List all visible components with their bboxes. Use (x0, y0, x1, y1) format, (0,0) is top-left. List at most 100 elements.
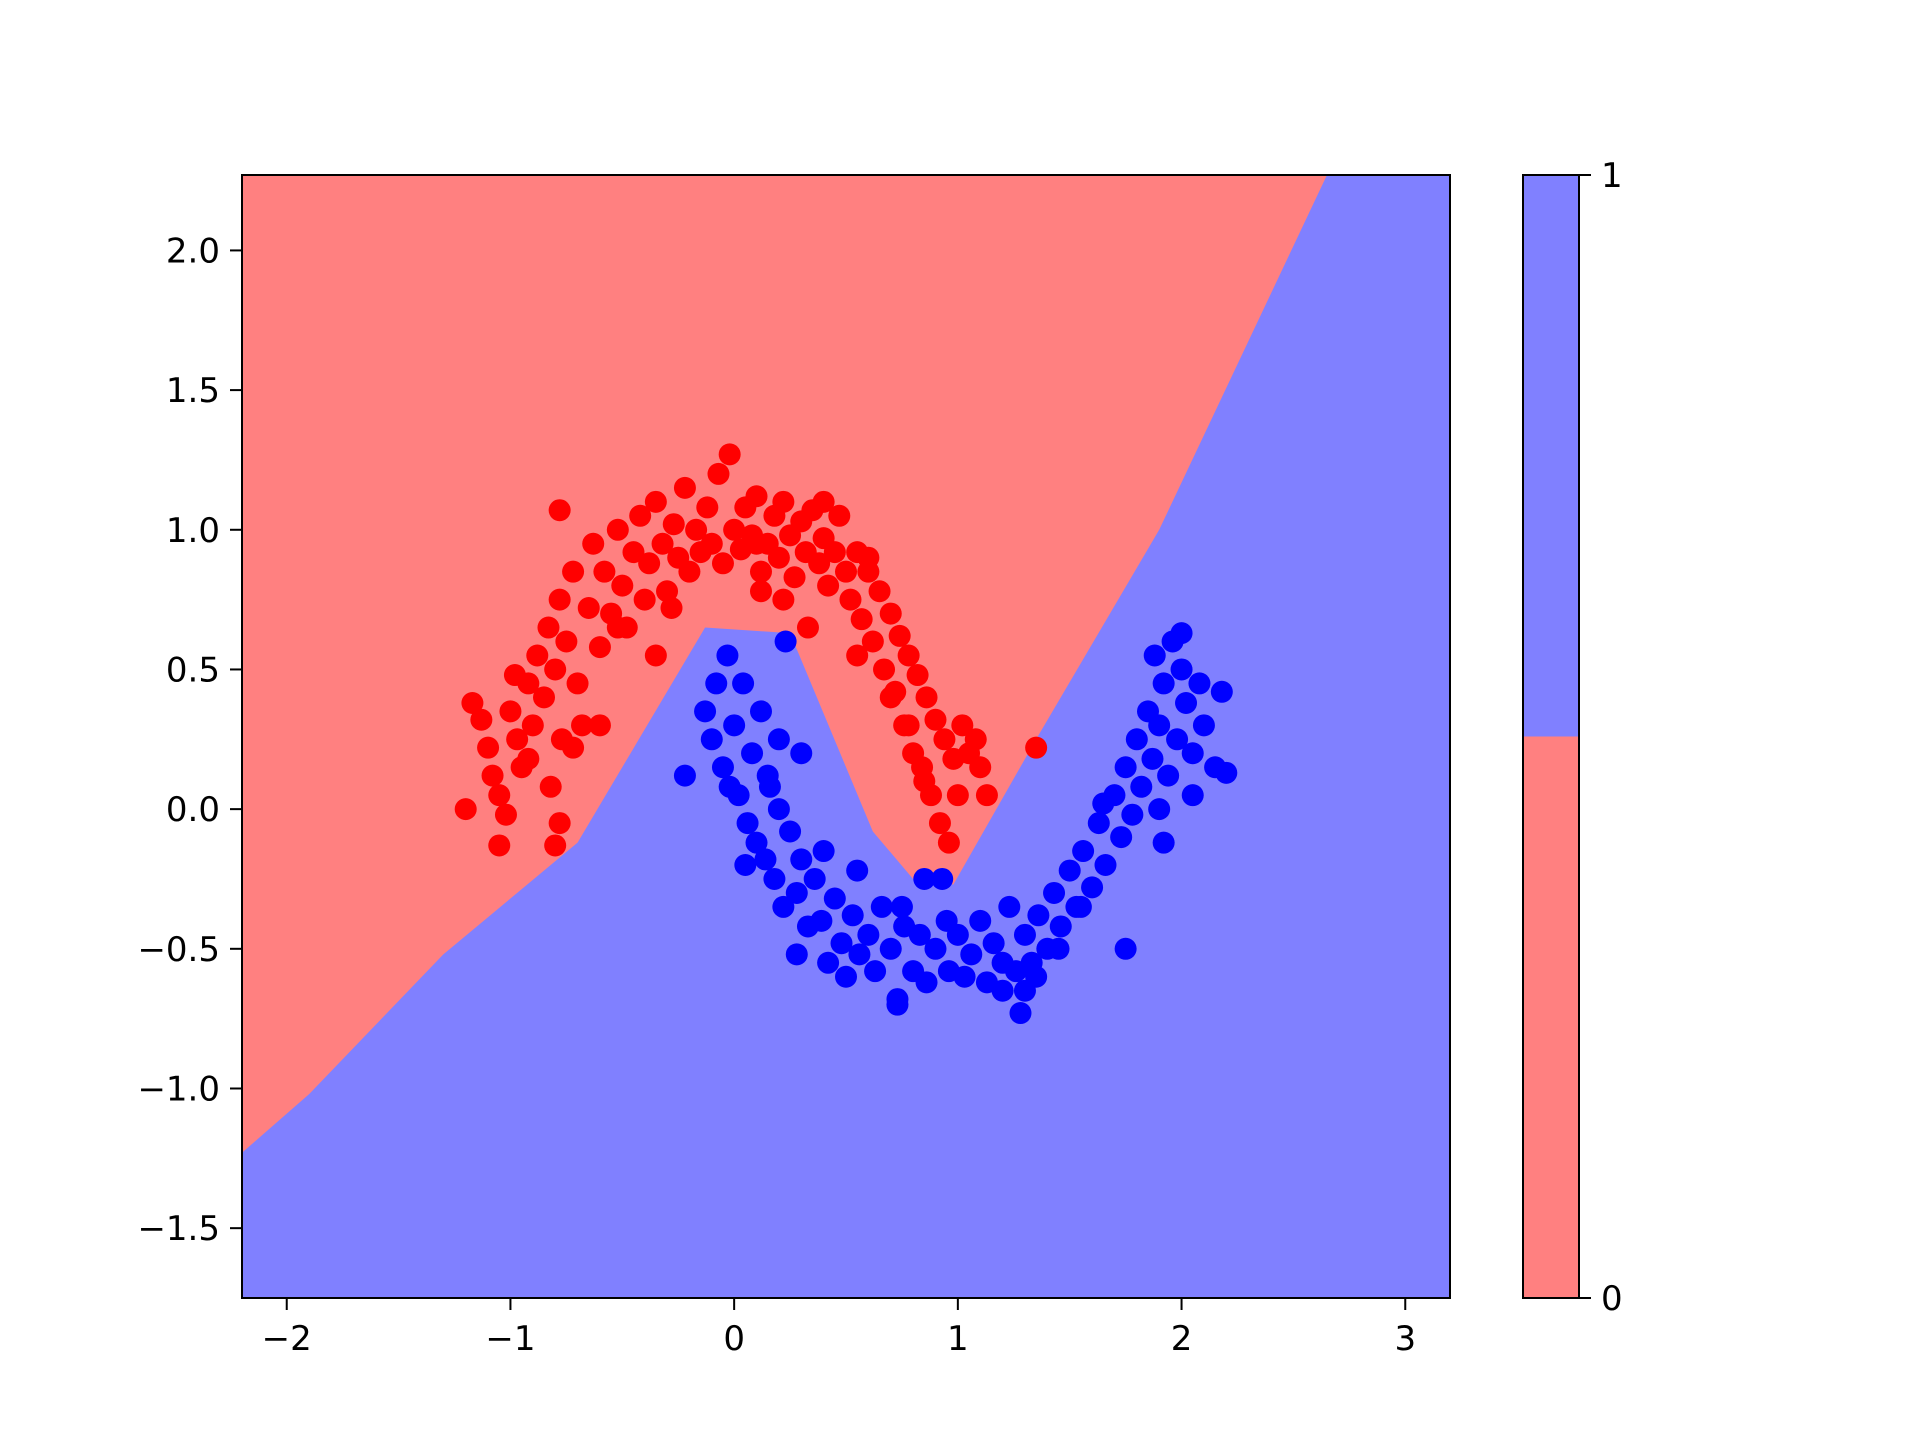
scatter-point-class-0 (906, 664, 929, 687)
scatter-point-class-1 (785, 943, 808, 966)
scatter-point-class-1 (763, 867, 786, 890)
scatter-point-class-1 (886, 993, 909, 1016)
scatter-point-class-0 (711, 552, 734, 575)
scatter-point-class-0 (488, 784, 511, 807)
scatter-point-class-0 (588, 714, 611, 737)
scatter-point-class-1 (741, 742, 764, 765)
scatter-point-class-1 (1181, 784, 1204, 807)
scatter-point-class-1 (1013, 923, 1036, 946)
x-tick-label: −1 (485, 1319, 535, 1359)
scatter-point-class-1 (673, 764, 696, 787)
scatter-point-class-0 (823, 541, 846, 564)
scatter-point-class-0 (503, 664, 526, 687)
scatter-point-class-0 (588, 636, 611, 659)
scatter-point-class-1 (1072, 840, 1095, 863)
scatter-point-class-1 (745, 831, 768, 854)
scatter-point-class-0 (857, 546, 880, 569)
scatter-point-class-1 (835, 965, 857, 988)
scatter-point-class-0 (593, 560, 616, 583)
scatter-point-class-0 (933, 728, 956, 751)
scatter-point-class-0 (897, 714, 920, 737)
scatter-point-class-1 (1110, 826, 1133, 849)
y-tick-label: 1.5 (166, 371, 220, 411)
scatter-point-class-0 (454, 798, 477, 821)
scatter-point-class-0 (656, 580, 679, 603)
scatter-point-class-0 (673, 476, 696, 499)
scatter-point-class-1 (1148, 798, 1171, 821)
scatter-point-class-0 (969, 756, 992, 779)
scatter-point-class-0 (633, 588, 656, 611)
scatter-point-class-0 (897, 644, 920, 667)
scatter-point-class-1 (841, 904, 864, 927)
x-axis: −2 −1 0 1 2 3 (262, 1298, 1416, 1359)
scatter-point-class-0 (606, 518, 629, 541)
scatter-point-class-0 (767, 546, 790, 569)
scatter-point-class-1 (969, 909, 992, 932)
scatter-point-class-1 (736, 812, 759, 835)
scatter-point-class-1 (1152, 831, 1175, 854)
scatter-point-class-1 (1025, 965, 1048, 988)
scatter-point-class-0 (644, 644, 667, 667)
scatter-point-class-1 (1215, 761, 1238, 784)
scatter-point-class-0 (678, 560, 701, 583)
scatter-point-class-0 (582, 532, 605, 555)
colorbar: 01 (1522, 156, 1623, 1319)
scatter-point-class-1 (953, 965, 976, 988)
scatter-point-class-1 (1157, 764, 1180, 787)
scatter-point-class-0 (651, 532, 674, 555)
scatter-points (454, 443, 1238, 1025)
scatter-point-class-1 (1114, 756, 1137, 779)
scatter-point-class-1 (772, 895, 795, 918)
scatter-point-class-1 (1152, 672, 1175, 695)
scatter-point-class-0 (839, 588, 862, 611)
scatter-point-class-1 (864, 960, 887, 983)
scatter-point-class-0 (868, 580, 891, 603)
scatter-point-class-0 (928, 812, 951, 835)
scatter-point-class-1 (790, 742, 813, 765)
scatter-point-class-0 (660, 596, 683, 619)
plot-area (242, 175, 1450, 1298)
scatter-point-class-0 (745, 532, 768, 555)
scatter-point-class-1 (857, 923, 880, 946)
colorbar-band-0 (1523, 736, 1579, 1298)
scatter-point-class-0 (846, 644, 869, 667)
y-axis: −1.5 −1.0 −0.5 0.0 0.5 1.0 1.5 2.0 (137, 231, 242, 1249)
scatter-point-class-0 (629, 504, 652, 527)
scatter-point-class-0 (828, 504, 851, 527)
scatter-point-class-1 (1043, 881, 1066, 904)
y-tick-label: −1.5 (137, 1209, 220, 1249)
scatter-point-class-0 (571, 714, 594, 737)
scatter-point-class-0 (566, 672, 589, 695)
scatter-point-class-1 (774, 630, 797, 653)
scatter-point-class-0 (951, 714, 974, 737)
scatter-point-class-1 (931, 867, 954, 890)
scatter-point-class-1 (734, 854, 757, 877)
colorbar-tick-label: 1 (1601, 156, 1623, 196)
scatter-point-class-1 (1009, 1002, 1032, 1025)
scatter-point-class-0 (494, 803, 517, 826)
scatter-point-class-1 (1143, 644, 1166, 667)
scatter-point-class-0 (548, 588, 571, 611)
scatter-point-class-1 (790, 848, 813, 871)
scatter-point-class-1 (767, 798, 790, 821)
scatter-point-class-1 (756, 764, 779, 787)
y-tick-label: 1.0 (166, 511, 220, 551)
scatter-point-class-1 (732, 672, 755, 695)
x-tick-label: 2 (1171, 1319, 1193, 1359)
scatter-point-class-0 (562, 736, 585, 759)
scatter-point-class-1 (1081, 876, 1104, 899)
scatter-point-class-1 (817, 951, 840, 974)
scatter-point-class-1 (1121, 803, 1144, 826)
scatter-point-class-1 (1069, 895, 1092, 918)
scatter-point-class-1 (700, 728, 723, 751)
scatter-point-class-0 (975, 784, 998, 807)
scatter-point-class-1 (1192, 714, 1215, 737)
scatter-point-class-0 (783, 566, 806, 589)
scatter-point-class-1 (1170, 622, 1193, 645)
scatter-point-class-1 (890, 895, 913, 918)
scatter-point-class-1 (915, 971, 938, 994)
scatter-point-class-0 (888, 624, 911, 647)
scatter-point-class-1 (810, 909, 833, 932)
scatter-point-class-0 (544, 834, 567, 857)
scatter-point-class-1 (711, 756, 734, 779)
